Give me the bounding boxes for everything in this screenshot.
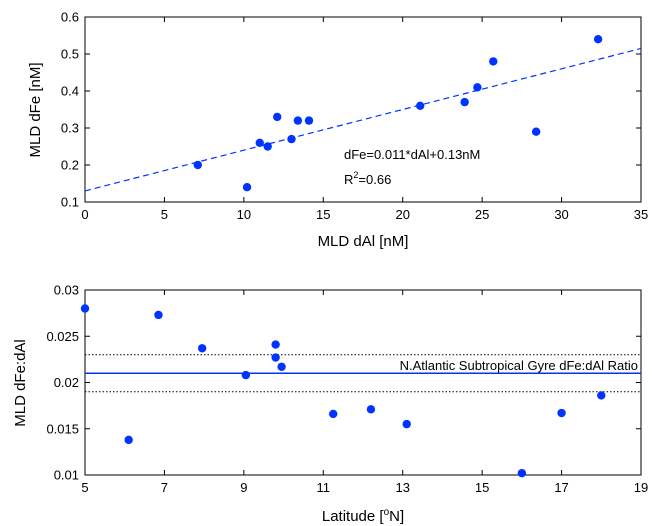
bottom-x-ticks: 5 7 9 11 13 15 17 19: [81, 290, 648, 495]
top-x-tick-label: 20: [395, 207, 409, 222]
top-data-point: [415, 101, 425, 111]
top-data-point: [473, 83, 482, 92]
top-x-tick-label: 10: [237, 207, 251, 222]
bottom-data-point: [517, 468, 527, 478]
bottom-y-tick-label: 0.03: [54, 283, 79, 298]
top-data-point: [255, 138, 264, 147]
bottom-panel: 5 7 9 11 13 15 17 19 0.01 0.015 0.02 0.025 0.03 N.A…: [12, 283, 648, 526]
bottom-plot-frame: [84, 289, 642, 476]
top-fit-equation: dFe=0.011*dAl+0.13nM: [344, 147, 480, 162]
top-data-point: [293, 116, 303, 125]
bottom-data-point: [124, 435, 133, 445]
top-data-point: [287, 134, 296, 144]
bottom-y-ticks: 0.01 0.015 0.02 0.025 0.03: [46, 283, 641, 483]
bottom-x-tick-label: 5: [81, 480, 88, 495]
top-plot-frame: [84, 16, 642, 203]
top-panel: 0 5 10 15 20 25 30 35 0.1 0.2 0.3 0.4 0.5 0.6 dFe=0.…: [27, 10, 648, 251]
bottom-x-tick-label: 19: [634, 480, 648, 495]
bottom-reference-label: N.Atlantic Subtropical Gyre dFe:dAl Rati…: [400, 358, 638, 373]
top-y-tick-label: 0.2: [61, 158, 79, 173]
top-data-point: [460, 97, 469, 107]
bottom-x-tick-label: 11: [317, 480, 331, 495]
top-y-axis-label: MLD dFe [nM]: [27, 62, 44, 157]
bottom-data-point: [557, 408, 566, 418]
top-x-ticks: 0 5 10 15 20 25 30 35: [81, 17, 648, 222]
top-data-point: [304, 116, 314, 125]
bottom-y-tick-label: 0.02: [54, 375, 79, 390]
bottom-data-point: [154, 310, 163, 320]
top-data-point: [489, 57, 498, 66]
top-data-point: [531, 127, 541, 136]
top-y-tick-label: 0.4: [61, 84, 79, 99]
top-data-point: [273, 112, 282, 122]
bottom-data-point: [277, 362, 286, 371]
bottom-x-tick-label: 15: [475, 480, 489, 495]
top-data-point: [593, 35, 603, 44]
top-x-tick-label: 30: [554, 207, 568, 222]
top-points: [193, 35, 603, 192]
top-x-tick-label: 15: [316, 207, 330, 222]
bottom-x-tick-label: 7: [161, 480, 168, 495]
top-y-tick-label: 0.5: [61, 47, 79, 62]
top-x-tick-label: 25: [475, 207, 489, 222]
bottom-data-point: [402, 419, 411, 429]
bottom-points: [80, 304, 606, 478]
bottom-data-point: [366, 405, 376, 414]
top-y-tick-label: 0.6: [61, 10, 79, 25]
bottom-x-axis-label: Latitude [oN]: [322, 507, 404, 525]
bottom-data-point: [197, 344, 207, 353]
bottom-data-point: [597, 391, 606, 400]
bottom-data-point: [80, 304, 90, 313]
bottom-x-tick-label: 9: [240, 480, 247, 495]
top-x-tick-label: 0: [81, 207, 88, 222]
bottom-data-point: [271, 353, 280, 362]
top-x-tick-label: 5: [161, 207, 168, 222]
top-y-ticks: 0.1 0.2 0.3 0.4 0.5 0.6: [61, 10, 641, 210]
bottom-x-tick-label: 13: [395, 480, 409, 495]
top-data-point: [242, 183, 252, 192]
bottom-data-point: [241, 370, 251, 380]
top-x-axis-label: MLD dAl [nM]: [318, 233, 409, 250]
bottom-data-point: [271, 340, 280, 349]
top-y-tick-label: 0.1: [61, 195, 79, 210]
top-data-point: [263, 142, 272, 151]
top-fit-line: [84, 47, 642, 192]
top-data-point: [193, 160, 202, 170]
bottom-data-point: [329, 409, 338, 419]
bottom-y-axis-label: MLD dFe:dAl: [12, 339, 29, 427]
top-y-tick-label: 0.3: [61, 121, 79, 136]
bottom-x-tick-label: 17: [554, 480, 568, 495]
bottom-y-tick-label: 0.015: [46, 421, 79, 436]
bottom-y-tick-label: 0.01: [54, 468, 79, 483]
top-r-squared: R2=0.66: [344, 170, 391, 187]
bottom-y-tick-label: 0.025: [46, 329, 79, 344]
top-x-tick-label: 35: [634, 207, 648, 222]
